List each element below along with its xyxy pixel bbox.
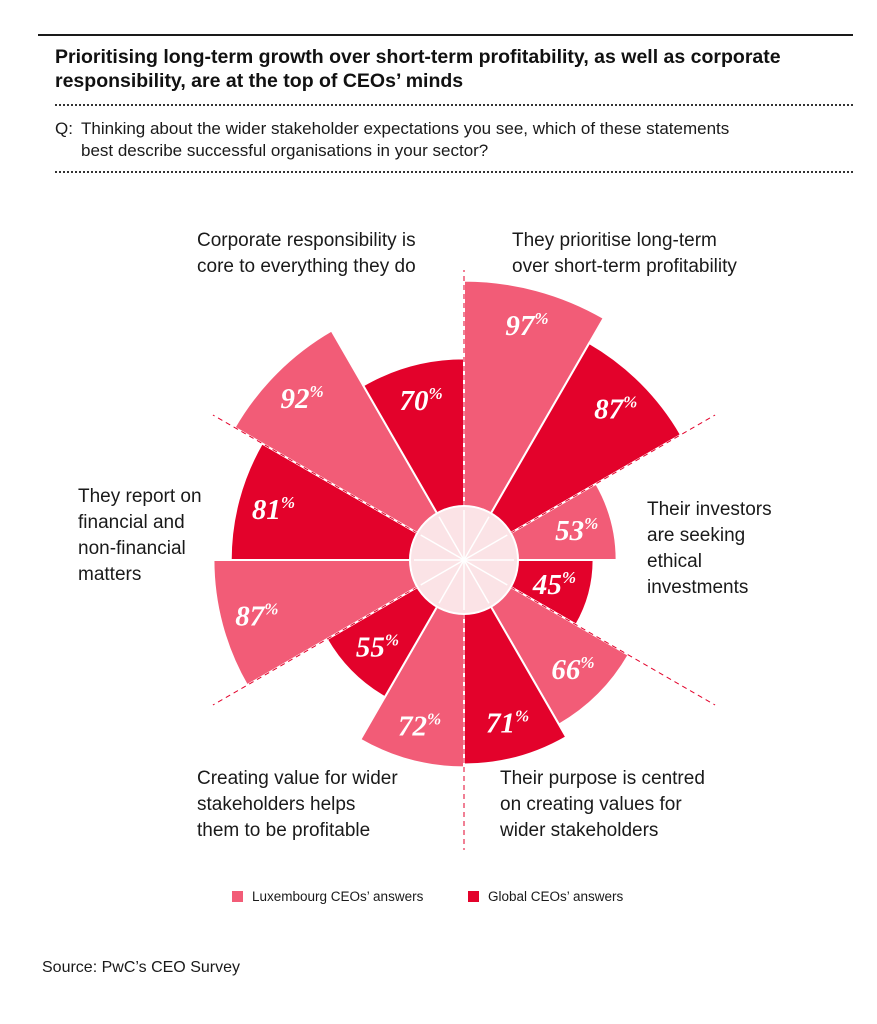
hub-spoke: [463, 516, 490, 561]
legend-item-luxembourg: Luxembourg CEOs’ answers: [232, 889, 423, 904]
category-label-2-line-4: investments: [647, 577, 748, 598]
category-label-1-line-1: They prioritise long-term: [512, 230, 717, 251]
category-label-3-line-2: on creating values for: [500, 794, 682, 815]
value-label-luxembourg-6: 92%: [281, 382, 324, 415]
value-label-luxembourg-5: 87%: [235, 600, 278, 633]
wedge-global-6: [361, 357, 465, 564]
category-label-6-line-1: Corporate responsibility is: [197, 230, 416, 251]
value-label-global-1: 87%: [594, 392, 637, 425]
category-label-4-line-2: stakeholders helps: [197, 794, 355, 815]
category-divider-2: [510, 414, 716, 534]
source-note: Source: PwC’s CEO Survey: [42, 959, 240, 976]
wedge-luxembourg-4: [358, 556, 465, 769]
wedge-global-1: [461, 341, 683, 563]
survey-question: Q: Thinking about the wider stakeholder e…: [55, 118, 855, 162]
category-label-5-line-3: non-financial: [78, 538, 186, 559]
value-label-global-3: 71%: [486, 707, 529, 740]
question-line-2: best describe successful organisations i…: [81, 141, 489, 160]
hub-spoke: [463, 534, 508, 561]
legend-swatch-global: [468, 891, 479, 902]
wedge-luxembourg-6: [233, 329, 467, 563]
value-label-global-2: 45%: [532, 568, 576, 601]
question-line-1: Thinking about the wider stakeholder exp…: [81, 119, 730, 138]
wedge-luxembourg-5: [212, 559, 468, 687]
value-label-global-6: 70%: [400, 384, 443, 417]
category-label-4-line-1: Creating value for wider: [197, 768, 398, 789]
category-label-2-line-1: Their investors: [647, 499, 772, 520]
hub-spoke: [420, 534, 465, 561]
value-label-luxembourg-3: 66%: [551, 653, 594, 686]
category-label-5-line-1: They report on: [78, 486, 202, 507]
category-divider-5: [212, 586, 418, 706]
category-label-6-line-2: core to everything they do: [197, 256, 416, 277]
value-label-luxembourg-2: 53%: [555, 514, 598, 547]
hub-spoke: [420, 559, 465, 586]
category-label-5-line-2: financial and: [78, 512, 185, 533]
hub-spoke: [463, 559, 508, 586]
category-label-1-line-2: over short-term profitability: [512, 256, 737, 277]
hub-spoke: [438, 559, 465, 604]
category-divider-6: [212, 414, 418, 534]
value-label-global-5: 81%: [252, 493, 295, 526]
chart-title: Prioritising long-term growth over short…: [55, 46, 781, 92]
wedge-luxembourg-1: [463, 279, 606, 564]
top-rule: [38, 34, 853, 36]
question-prefix: Q:: [55, 119, 73, 138]
dotted-divider-top: [55, 104, 853, 106]
legend-item-global: Global CEOs’ answers: [468, 889, 623, 904]
hub-spoke: [463, 559, 490, 604]
category-label-3-line-3: wider stakeholders: [499, 820, 658, 841]
legend-swatch-luxembourg: [232, 891, 243, 902]
category-label-4-line-3: them to be profitable: [197, 820, 370, 841]
dotted-divider-bottom: [55, 171, 853, 173]
wedge-global-3: [463, 556, 568, 766]
category-divider-3: [510, 586, 716, 706]
wedge-global-5: [229, 441, 468, 561]
category-label-5-line-4: matters: [78, 564, 141, 585]
legend-label-global: Global CEOs’ answers: [488, 889, 624, 904]
category-label-2-line-3: ethical: [647, 551, 702, 572]
hub-spoke: [438, 516, 465, 561]
wedge-luxembourg-3: [461, 557, 630, 726]
value-label-luxembourg-4: 72%: [398, 710, 441, 743]
value-label-luxembourg-1: 97%: [505, 309, 548, 342]
category-label-3-line-1: Their purpose is centred: [500, 768, 705, 789]
category-label-2-line-2: are seeking: [647, 525, 745, 546]
value-label-global-4: 55%: [356, 631, 399, 664]
legend-label-luxembourg: Luxembourg CEOs’ answers: [252, 889, 424, 904]
